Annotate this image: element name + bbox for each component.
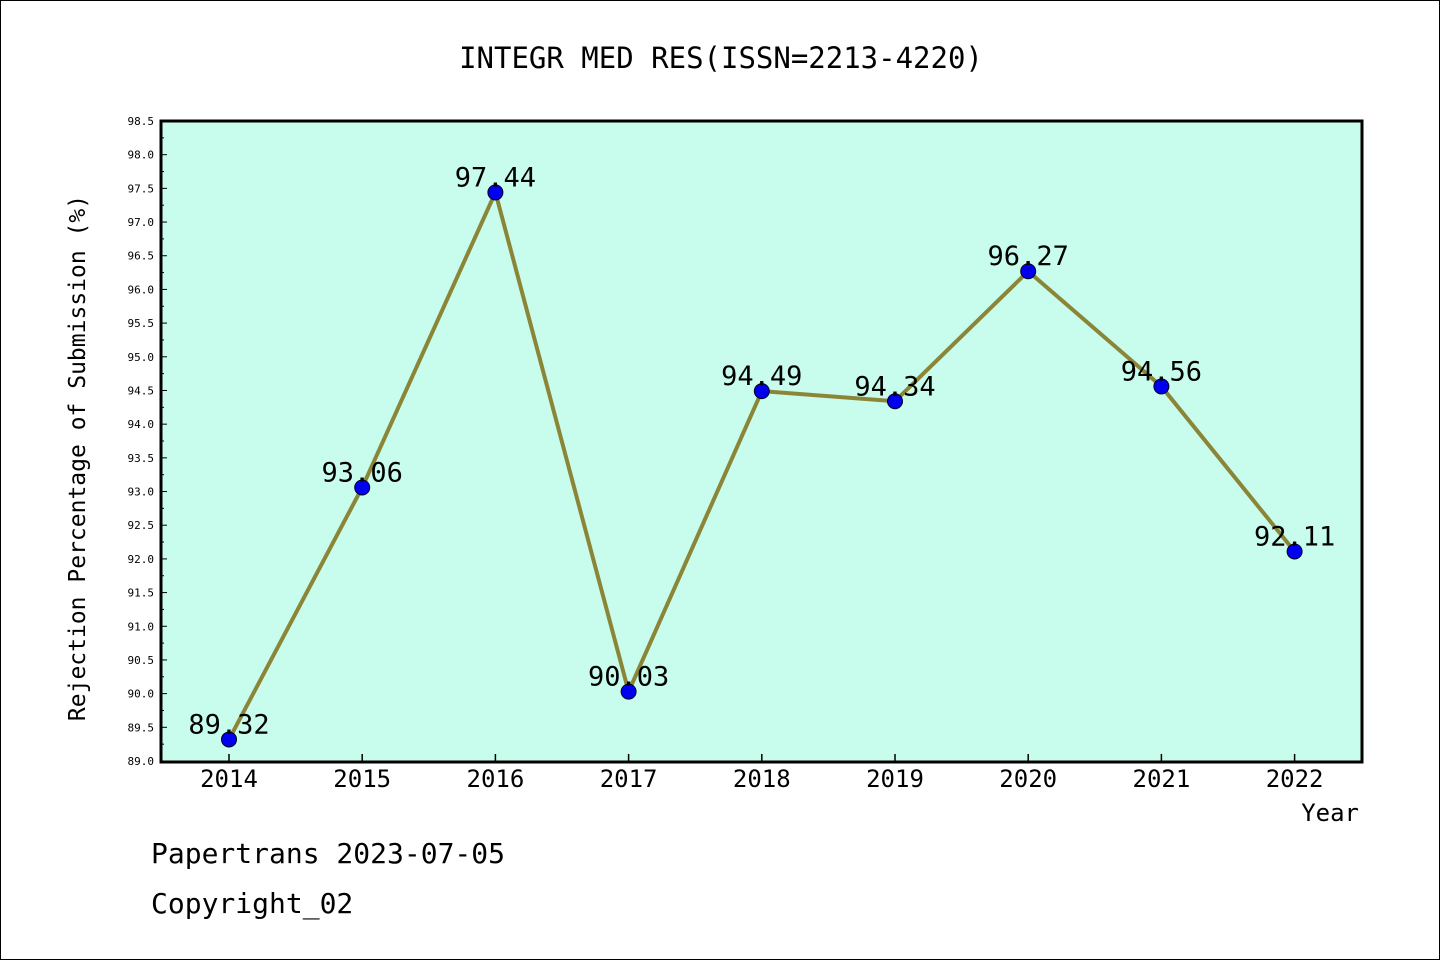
y-tick-label: 96.5 xyxy=(128,250,155,263)
y-tick-label: 97.5 xyxy=(128,182,155,195)
data-point xyxy=(487,184,504,201)
y-axis: 89.0 89.5 90.0 90.5 91.0 91.5 92.0 92.5 93.0 93.5… xyxy=(128,115,167,768)
y-tick-label: 90.0 xyxy=(128,688,155,701)
x-tick-label: 2015 xyxy=(333,765,391,793)
y-axis-label: Rejection Percentage of Submission (%) xyxy=(65,195,91,721)
x-tick-label: 2018 xyxy=(733,765,791,793)
data-label: 94.49 xyxy=(721,361,802,392)
footer-copyright: Copyright_02 xyxy=(151,887,354,920)
data-label: 89.32 xyxy=(188,709,269,740)
data-point xyxy=(753,383,770,400)
data-label: 96.27 xyxy=(988,241,1069,272)
x-tick-label: 2021 xyxy=(1133,765,1191,793)
data-label: 94.34 xyxy=(854,371,935,402)
plot-area xyxy=(159,119,1364,764)
data-label: 94.56 xyxy=(1121,356,1202,387)
y-tick-label: 89.0 xyxy=(128,755,155,768)
data-point xyxy=(221,731,237,748)
data-label: 93.06 xyxy=(322,457,403,488)
data-point xyxy=(1020,263,1037,280)
y-tick-label: 89.5 xyxy=(128,721,155,734)
data-point xyxy=(1286,543,1303,560)
series-layer: 89.32 93.06 97.44 90.03 94.49 94.34 96.27 94.56… xyxy=(188,162,1335,748)
chart-title: INTEGR MED RES(ISSN=2213-4220) xyxy=(459,41,983,75)
y-tick-label: 97.0 xyxy=(128,216,155,229)
y-tick-label: 93.0 xyxy=(128,486,155,499)
y-tick-label: 98.0 xyxy=(128,149,155,162)
data-label: 92.11 xyxy=(1254,521,1335,552)
data-label: 90.03 xyxy=(588,662,669,693)
y-tick-label: 92.5 xyxy=(128,519,155,532)
y-tick-label: 98.5 xyxy=(128,115,155,128)
x-axis: 2014 2015 2016 2017 2018 2019 2020 2021 2022 xyxy=(200,754,1323,793)
y-tick-label: 90.5 xyxy=(128,654,155,667)
y-tick-label: 94.5 xyxy=(128,384,155,397)
data-point xyxy=(1153,378,1170,395)
data-label: 97.44 xyxy=(455,162,536,193)
x-tick-label: 2016 xyxy=(467,765,525,793)
x-tick-label: 2022 xyxy=(1266,765,1324,793)
x-tick-label: 2014 xyxy=(200,765,258,793)
y-tick-label: 91.0 xyxy=(128,620,155,633)
x-tick-label: 2017 xyxy=(600,765,658,793)
data-point xyxy=(887,393,903,410)
y-tick-label: 93.5 xyxy=(128,452,155,465)
x-axis-label: Year xyxy=(1301,799,1359,827)
x-tick-label: 2020 xyxy=(999,765,1057,793)
y-tick-label: 95.5 xyxy=(128,317,155,330)
y-tick-label: 96.0 xyxy=(128,283,155,296)
footer-source: Papertrans 2023-07-05 xyxy=(151,837,506,870)
data-point xyxy=(354,479,371,496)
y-tick-label: 92.0 xyxy=(128,553,155,566)
y-tick-label: 95.0 xyxy=(128,351,155,364)
y-tick-label: 94.0 xyxy=(128,418,155,431)
x-tick-label: 2019 xyxy=(866,765,924,793)
y-tick-label: 91.5 xyxy=(128,587,155,600)
data-point xyxy=(620,683,637,700)
